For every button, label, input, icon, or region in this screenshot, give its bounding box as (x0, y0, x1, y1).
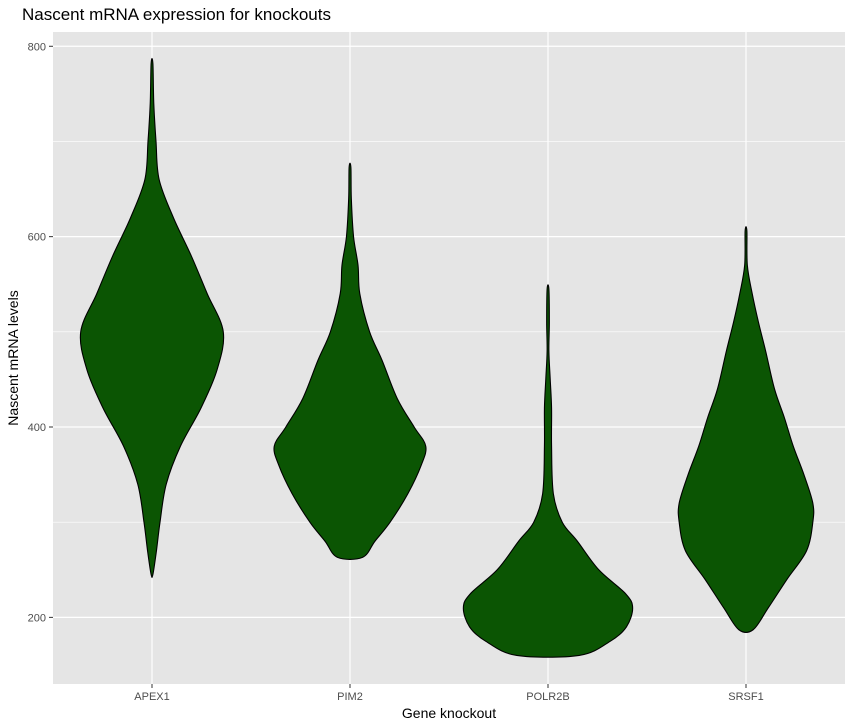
y-axis: 200 400 600 800 (28, 41, 53, 624)
violin-apex1 (79, 57, 225, 579)
y-tick-label: 400 (28, 422, 46, 434)
x-axis: APEX1 PIM2 POLR2B SRSF1 (134, 684, 764, 703)
chart-title: Nascent mRNA expression for knockouts (22, 5, 331, 24)
x-tick-label: PIM2 (337, 691, 363, 703)
violin-group (79, 57, 815, 658)
violin-pim2 (273, 162, 427, 560)
y-tick-label: 800 (28, 41, 46, 53)
x-tick-label: POLR2B (526, 691, 569, 703)
y-axis-title: Nascent mRNA levels (5, 290, 21, 425)
violin-srsf1 (677, 226, 815, 634)
x-tick-label: APEX1 (134, 691, 169, 703)
y-tick-label: 200 (28, 612, 46, 624)
x-axis-title: Gene knockout (402, 705, 496, 721)
x-tick-label: SRSF1 (728, 691, 763, 703)
violin-polr2b (462, 284, 634, 658)
y-tick-label: 600 (28, 232, 46, 244)
